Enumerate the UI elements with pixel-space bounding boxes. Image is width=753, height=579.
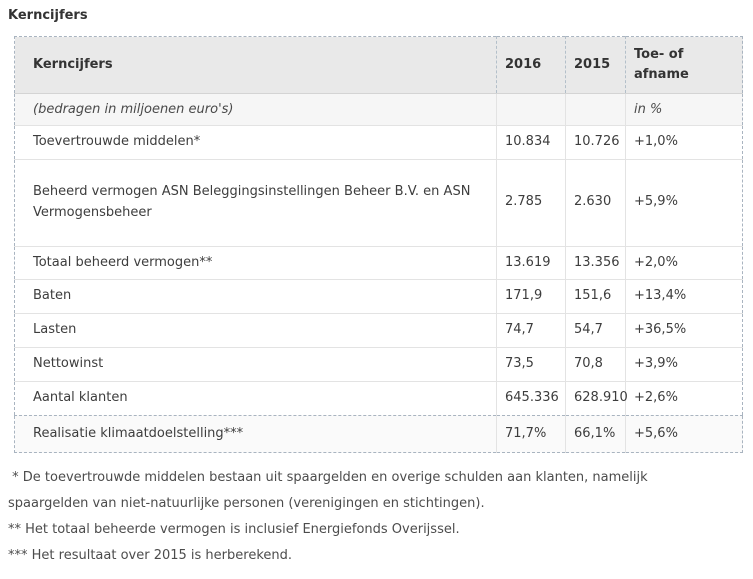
value-2015: 151,6 bbox=[565, 279, 626, 314]
subheader-row: (bedragen in miljoenen euro's) in % bbox=[14, 93, 743, 126]
header-row: Kerncijfers 2016 2015 Toe- of afname bbox=[14, 36, 743, 94]
row-label: Baten bbox=[14, 279, 497, 314]
value-2016: 10.834 bbox=[496, 125, 566, 160]
row-label: Beheerd vermogen ASN Beleggingsinstellin… bbox=[14, 159, 497, 247]
footnote-toevertrouwde-middelen: * De toevertrouwde middelen bestaan uit … bbox=[8, 470, 648, 512]
value-change: +3,9% bbox=[625, 347, 743, 382]
value-change: +5,6% bbox=[625, 414, 743, 453]
table-row: Baten 171,9 151,6 +13,4% bbox=[14, 279, 743, 314]
value-2015: 628.910 bbox=[565, 380, 628, 416]
column-header-2016: 2016 bbox=[496, 36, 566, 94]
row-label: Toevertrouwde middelen* bbox=[14, 125, 497, 160]
footnote-totaal-beheerd-vermogen: ** Het totaal beheerde vermogen is inclu… bbox=[8, 522, 460, 538]
footnote-resultaat-2015: *** Het resultaat over 2015 is herbereke… bbox=[8, 548, 293, 564]
table-header: Kerncijfers 2016 2015 Toe- of afname (be… bbox=[14, 36, 743, 126]
column-header-2015: 2015 bbox=[565, 36, 626, 94]
value-2015: 66,1% bbox=[565, 414, 626, 453]
value-2016: 13.619 bbox=[496, 245, 566, 280]
value-2016: 645.336 bbox=[496, 380, 566, 416]
footnotes: * De toevertrouwde middelen bestaan uit … bbox=[8, 465, 748, 569]
value-2015: 70,8 bbox=[565, 347, 626, 382]
table-row: Lasten 74,7 54,7 +36,5% bbox=[14, 313, 743, 348]
subheader-empty-cell bbox=[496, 93, 566, 126]
table-row: Totaal beheerd vermogen** 13.619 13.356 +2,… bbox=[14, 245, 743, 280]
value-change: +36,5% bbox=[625, 313, 743, 348]
subheader-empty-cell bbox=[565, 93, 626, 126]
value-2016: 171,9 bbox=[496, 279, 566, 314]
subheader-unit-label: in % bbox=[625, 93, 743, 126]
value-2015: 2.630 bbox=[565, 159, 626, 247]
value-2016: 2.785 bbox=[496, 159, 566, 247]
column-header-toe-of-afname: Toe- of afname bbox=[625, 36, 743, 94]
table-row: Beheerd vermogen ASN Beleggingsinstellin… bbox=[14, 159, 743, 247]
table-row: Aantal klanten 645.336 628.910 +2,6% bbox=[14, 380, 743, 416]
value-2015: 54,7 bbox=[565, 313, 626, 348]
row-label: Lasten bbox=[14, 313, 497, 348]
value-2016: 71,7% bbox=[496, 414, 566, 453]
value-change: +2,6% bbox=[625, 380, 743, 416]
table-body: Toevertrouwde middelen* 10.834 10.726 +1,0%… bbox=[14, 125, 743, 453]
table-row: Nettowinst 73,5 70,8 +3,9% bbox=[14, 347, 743, 382]
value-change: +13,4% bbox=[625, 279, 743, 314]
value-change: +1,0% bbox=[625, 125, 743, 160]
subheader-amounts-label: (bedragen in miljoenen euro's) bbox=[14, 93, 497, 126]
value-2016: 74,7 bbox=[496, 313, 566, 348]
table-row: Toevertrouwde middelen* 10.834 10.726 +1,0% bbox=[14, 125, 743, 160]
value-2015: 13.356 bbox=[565, 245, 626, 280]
value-2016: 73,5 bbox=[496, 347, 566, 382]
value-change: +5,9% bbox=[625, 159, 743, 247]
row-label: Aantal klanten bbox=[14, 380, 497, 416]
row-label: Nettowinst bbox=[14, 347, 497, 382]
value-2015: 10.726 bbox=[565, 125, 626, 160]
row-label: Realisatie klimaatdoelstelling*** bbox=[14, 414, 497, 453]
table-row: Realisatie klimaatdoelstelling*** 71,7% 66… bbox=[14, 414, 743, 453]
row-label: Totaal beheerd vermogen** bbox=[14, 245, 497, 280]
page-title: Kerncijfers bbox=[8, 8, 88, 23]
value-change: +2,0% bbox=[625, 245, 743, 280]
column-header-kerncijfers: Kerncijfers bbox=[14, 36, 497, 94]
kerncijfers-table: Kerncijfers 2016 2015 Toe- of afname (be… bbox=[14, 36, 743, 454]
